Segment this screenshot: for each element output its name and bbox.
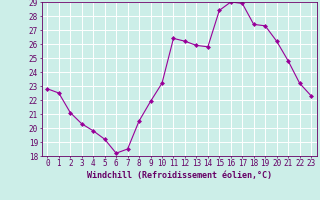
X-axis label: Windchill (Refroidissement éolien,°C): Windchill (Refroidissement éolien,°C) (87, 171, 272, 180)
